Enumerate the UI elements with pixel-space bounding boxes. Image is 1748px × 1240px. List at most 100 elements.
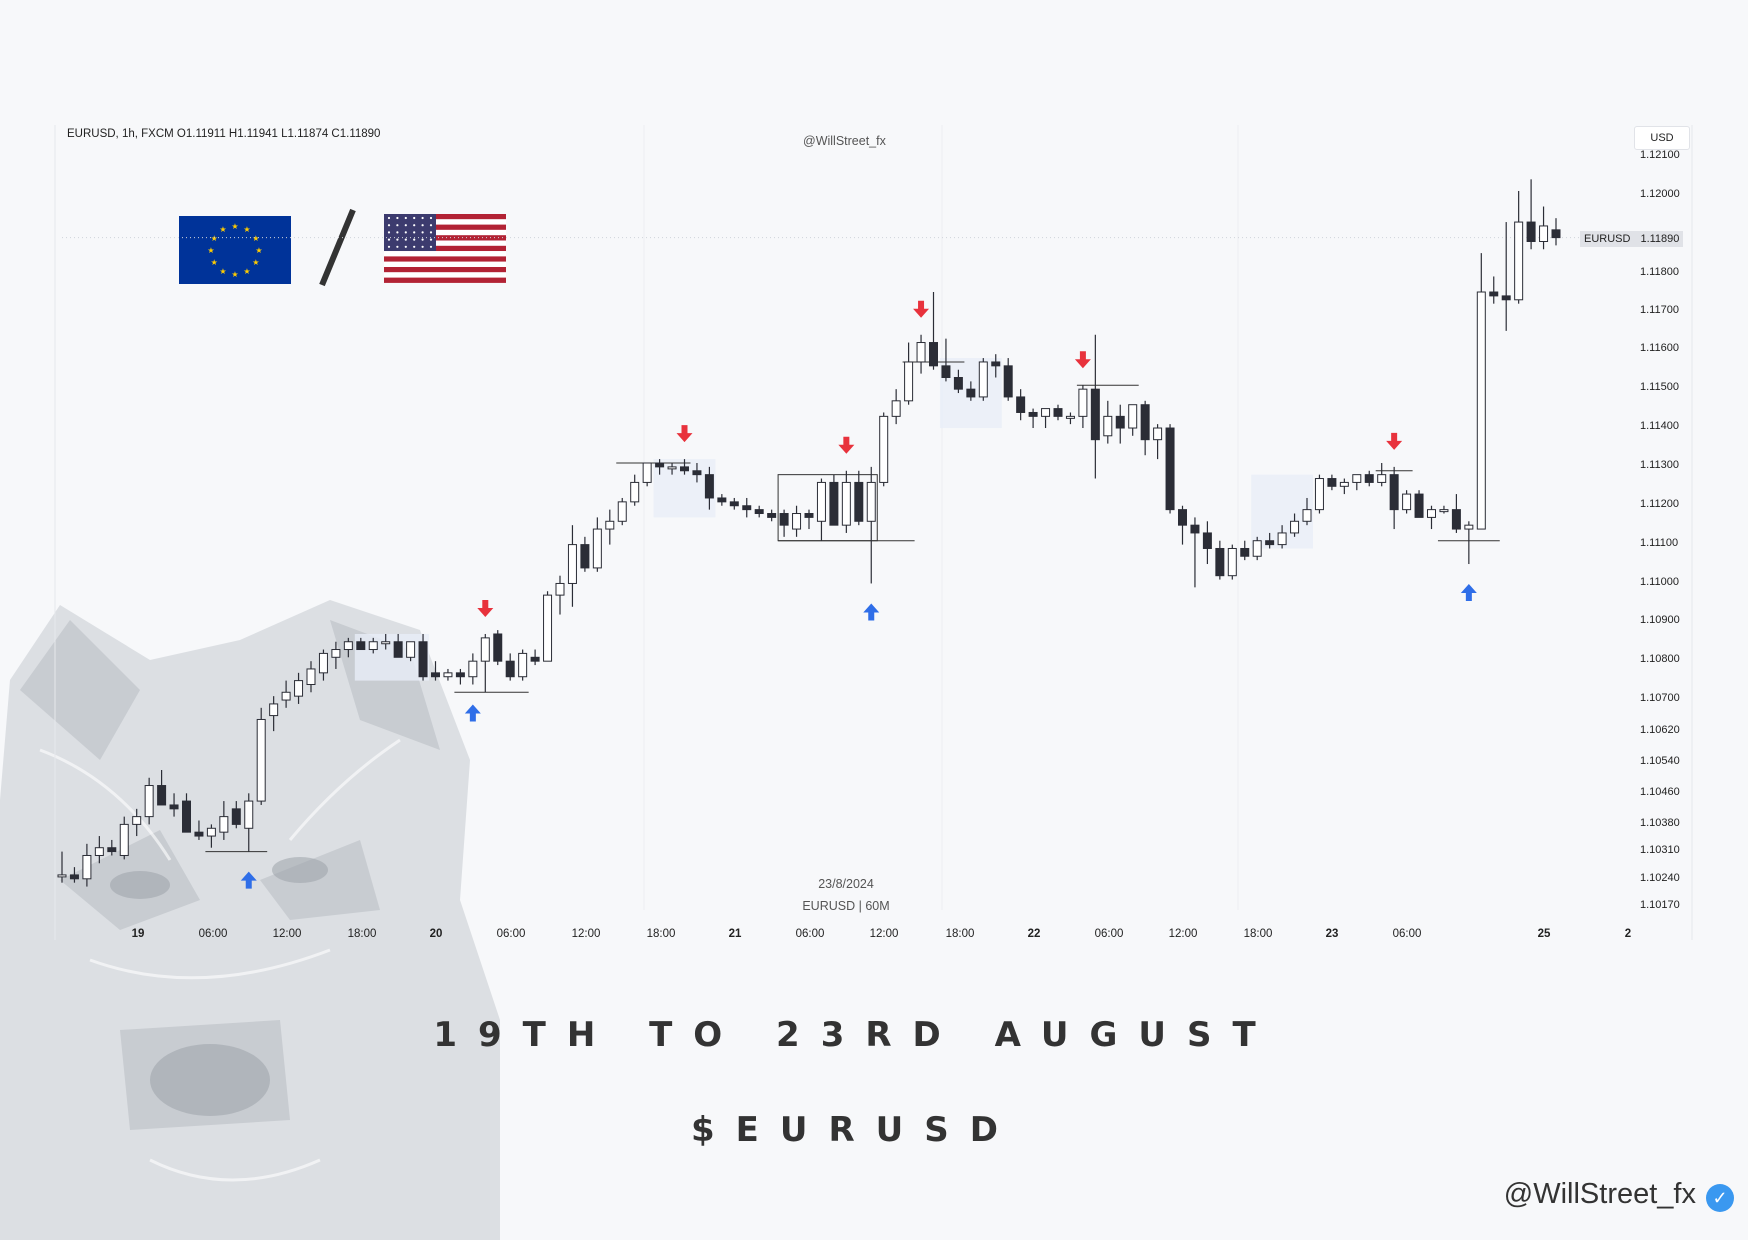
candle-body	[132, 816, 142, 825]
candle-body	[1439, 509, 1449, 513]
candle-body	[1190, 524, 1200, 534]
us-flag-star	[429, 231, 433, 234]
us-flag-star	[429, 238, 433, 241]
price-badge-symbol: EURUSD	[1584, 233, 1631, 245]
eu-flag-star: ★	[211, 258, 218, 267]
eu-flag-star: ★	[255, 246, 262, 255]
us-flag-star	[396, 245, 399, 248]
us-flag-star	[413, 238, 416, 241]
us-flag-stripe	[384, 256, 506, 262]
candle-body	[318, 652, 328, 674]
candle-body	[978, 361, 988, 398]
price-tick-label: 1.11800	[1640, 266, 1679, 278]
us-flag-star	[387, 216, 391, 220]
candle-body	[505, 660, 515, 678]
eu-flag-icon	[179, 216, 291, 284]
us-flag-star	[387, 238, 391, 241]
candle-body	[1290, 520, 1300, 534]
us-flag-star	[413, 224, 416, 227]
candle-body	[792, 513, 802, 530]
us-flag-star	[396, 238, 399, 241]
candle-body	[816, 481, 826, 522]
time-tick-label: 19	[131, 928, 145, 940]
time-tick-label: 2	[1624, 928, 1632, 940]
us-flag-star	[413, 216, 416, 220]
candle-body	[393, 641, 403, 658]
us-flag-star	[404, 216, 407, 220]
candle-body	[244, 800, 254, 829]
time-tick-label: 12:00	[571, 928, 601, 940]
us-flag-stripe	[384, 261, 506, 267]
candle-body	[1252, 540, 1262, 557]
candle-body	[1016, 396, 1026, 413]
buy-arrow-icon	[863, 603, 880, 621]
candle-body	[194, 831, 204, 837]
candle-body	[1314, 478, 1324, 511]
candle-body	[1352, 474, 1362, 483]
sell-arrow-icon	[676, 425, 693, 443]
candle-body	[717, 497, 727, 503]
us-flag-stripe	[384, 240, 506, 246]
time-tick-label: 06:00	[1392, 928, 1422, 940]
candle-body	[331, 649, 341, 658]
us-flag-star	[421, 216, 424, 220]
price-tick-label: 1.10460	[1640, 786, 1680, 798]
candle-body	[667, 466, 677, 470]
candle-body	[692, 470, 702, 476]
candle-body	[941, 365, 951, 379]
eu-flag-star: ★	[252, 234, 259, 243]
candle-body	[1065, 415, 1075, 419]
candle-body	[605, 520, 615, 530]
candle-body	[1202, 532, 1212, 549]
us-flag-stripe	[384, 219, 506, 225]
price-tick-label: 1.12000	[1640, 188, 1680, 200]
candle-body	[1427, 509, 1436, 518]
date-note-info: EURUSD | 60M	[802, 899, 890, 913]
us-flag-star	[421, 245, 424, 248]
candle-body	[493, 633, 503, 662]
time-tick-label: 06:00	[496, 928, 526, 940]
candle-body	[281, 691, 291, 701]
eu-flag-star: ★	[211, 234, 218, 243]
price-tick-label: 1.12100	[1640, 149, 1680, 161]
price-tick-label: 1.11000	[1640, 576, 1679, 588]
eu-flag-star: ★	[231, 270, 238, 279]
candle-body	[356, 641, 366, 651]
verified-badge-icon: ✓	[1706, 1184, 1734, 1212]
sell-arrow-icon	[913, 300, 930, 318]
price-tick-label: 1.10620	[1640, 724, 1680, 736]
candle-body	[57, 874, 67, 878]
candle-body	[381, 641, 391, 645]
candle-body	[904, 361, 914, 402]
eu-flag-star: ★	[219, 267, 226, 276]
us-flag-star	[421, 231, 424, 234]
time-tick-label: 12:00	[1168, 928, 1198, 940]
us-flag-stripe	[384, 235, 506, 241]
time-tick-label: 06:00	[198, 928, 228, 940]
us-flag-star	[429, 216, 433, 220]
time-tick-label: 18:00	[646, 928, 676, 940]
candle-body	[1227, 547, 1237, 577]
price-tick-label: 1.10310	[1640, 844, 1680, 856]
currency-button[interactable]: USD	[1634, 126, 1690, 150]
price-tick-label: 1.11300	[1640, 459, 1679, 471]
candle-body	[567, 544, 577, 584]
candle-body	[206, 827, 216, 837]
candle-body	[1215, 547, 1225, 577]
time-tick-label: 18:00	[1243, 928, 1273, 940]
us-flag-star	[396, 216, 399, 220]
candle-body	[1539, 225, 1549, 242]
candle-body	[1115, 415, 1125, 429]
us-flag-star	[404, 231, 407, 234]
price-tick-label: 1.10900	[1640, 614, 1680, 626]
candle-body	[231, 808, 241, 825]
us-flag-stripe	[384, 229, 506, 236]
eu-flag-star: ★	[252, 258, 259, 267]
candle-body	[306, 668, 316, 685]
candle-body	[1451, 509, 1461, 530]
candle-body	[866, 481, 876, 522]
candle-body	[555, 582, 565, 596]
candle-body	[804, 513, 814, 518]
candle-body	[580, 544, 590, 569]
